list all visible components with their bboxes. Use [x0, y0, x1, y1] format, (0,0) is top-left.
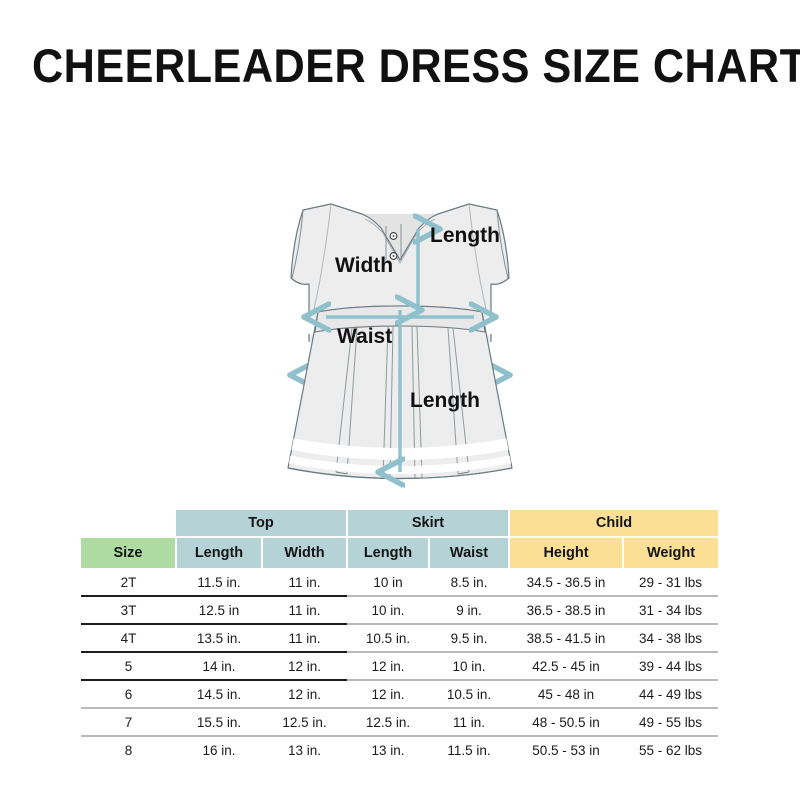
cell-skirt-waist: 10 in. — [452, 658, 486, 674]
size-chart-table-container: Top Skirt Child Size Length Width Length… — [81, 510, 718, 764]
top-width-label: Width — [335, 254, 393, 277]
cell-top-length: 11.5 in. — [197, 574, 241, 590]
skirt-length-label: Length — [410, 389, 480, 412]
cell-child-weight: 49 - 55 lbs — [638, 714, 703, 730]
cell-child-weight: 34 - 38 lbs — [638, 630, 703, 646]
cell-top-width: 11 in. — [288, 630, 321, 646]
table-row: 4T 13.5 in. 11 in. 10.5 in. 9.5 in. 38.5 - 41… — [81, 624, 718, 652]
table-row: 2T 11.5 in. 11 in. 10 in 8.5 in. 34.5 - 36.5 … — [81, 568, 718, 596]
cell-size: 6 — [124, 686, 133, 702]
cell-size: 7 — [124, 714, 133, 730]
page-title: CHEERLEADER DRESS SIZE CHART — [32, 39, 800, 92]
table-row: 3T 12.5 in 11 in. 10 in. 9 in. 36.5 - 38.5 in… — [81, 596, 718, 624]
column-header-top-width: Width — [262, 536, 348, 568]
cell-skirt-length: 10 in — [373, 574, 403, 590]
table-row: 8 16 in. 13 in. 13 in. 11.5 in. 50.5 - 53 in 5… — [81, 736, 718, 764]
group-header-child: Child — [509, 510, 718, 537]
table-row: 7 15.5 in. 12.5 in. 12.5 in. 11 in. 48 - 50.5… — [81, 708, 718, 736]
cell-top-width: 11 in. — [288, 574, 321, 590]
column-header-child-weight: Weight — [623, 536, 718, 568]
size-chart-body: 2T 11.5 in. 11 in. 10 in 8.5 in. 34.5 - 36.5 … — [81, 568, 718, 764]
cell-skirt-length: 13 in. — [371, 742, 405, 758]
group-header-skirt: Skirt — [347, 510, 510, 537]
cell-top-width: 12.5 in. — [282, 714, 327, 730]
top-length-label: Length — [430, 224, 500, 247]
cell-child-height: 45 - 48 in — [537, 686, 595, 702]
cell-skirt-length: 12 in. — [371, 658, 405, 674]
cell-top-length: 14.5 in. — [196, 686, 242, 702]
cell-size: 4T — [120, 630, 137, 646]
cell-top-width: 12 in. — [287, 686, 322, 702]
column-header-skirt-waist: Waist — [429, 536, 510, 568]
cell-child-height: 42.5 - 45 in — [532, 658, 600, 674]
garment-illustrations: Length Width Waist Length — [0, 100, 800, 495]
cell-child-height: 36.5 - 38.5 in — [526, 602, 606, 618]
cell-skirt-length: 10.5 in. — [365, 630, 411, 646]
skirt-garment-drawing — [287, 306, 513, 479]
cell-top-length: 14 in. — [202, 658, 236, 674]
cell-child-weight: 44 - 49 lbs — [638, 686, 703, 702]
cell-size: 8 — [124, 742, 133, 758]
table-row: 6 14.5 in. 12 in. 12 in. 10.5 in. 45 - 48 in 4… — [81, 680, 718, 708]
cell-child-weight: 55 - 62 lbs — [638, 742, 703, 758]
column-header-size: Size — [81, 536, 177, 568]
cell-skirt-waist: 11.5 in. — [447, 742, 491, 758]
cell-top-width: 12 in. — [287, 658, 322, 674]
cell-child-weight: 31 - 34 lbs — [638, 602, 703, 618]
group-header-row: Top Skirt Child — [81, 510, 718, 537]
cell-top-width: 11 in. — [288, 602, 321, 618]
column-header-child-height: Height — [509, 536, 624, 568]
group-header-top: Top — [176, 510, 348, 537]
cell-child-weight: 29 - 31 lbs — [638, 574, 703, 590]
cell-skirt-length: 10 in. — [371, 602, 405, 618]
cell-child-height: 38.5 - 41.5 in — [526, 630, 606, 646]
cell-child-height: 34.5 - 36.5 in — [526, 574, 606, 590]
cell-skirt-waist: 10.5 in. — [446, 686, 492, 702]
cell-top-width: 13 in. — [287, 742, 322, 758]
table-row: 5 14 in. 12 in. 12 in. 10 in. 42.5 - 45 in 39 … — [81, 652, 718, 680]
cell-skirt-waist: 8.5 in. — [450, 574, 488, 590]
cell-skirt-length: 12 in. — [371, 686, 405, 702]
cell-skirt-length: 12.5 in. — [365, 714, 411, 730]
cell-top-length: 12.5 in — [198, 602, 240, 618]
cell-skirt-waist: 11 in. — [452, 714, 486, 730]
cell-size: 2T — [120, 574, 137, 590]
button-icon — [389, 232, 398, 240]
cell-child-height: 48 - 50.5 in — [532, 714, 600, 730]
cell-child-weight: 39 - 44 lbs — [638, 658, 703, 674]
cell-size: 3T — [120, 602, 137, 618]
column-header-top-length: Length — [176, 536, 263, 568]
cell-skirt-waist: 9 in. — [456, 602, 482, 618]
cell-top-length: 13.5 in. — [196, 630, 242, 646]
cell-top-length: 15.5 in. — [196, 714, 242, 730]
group-header-blank — [81, 510, 176, 537]
column-header-skirt-length: Length — [347, 536, 430, 568]
size-chart-table: Top Skirt Child Size Length Width Length… — [81, 510, 718, 764]
cell-top-length: 16 in. — [202, 742, 236, 758]
cell-size: 5 — [124, 658, 133, 674]
cell-skirt-waist: 9.5 in. — [450, 630, 488, 646]
cell-child-height: 50.5 - 53 in — [532, 742, 600, 758]
skirt-waist-label: Waist — [337, 325, 392, 348]
column-header-row: Size Length Width Length Waist Height We… — [81, 536, 718, 568]
